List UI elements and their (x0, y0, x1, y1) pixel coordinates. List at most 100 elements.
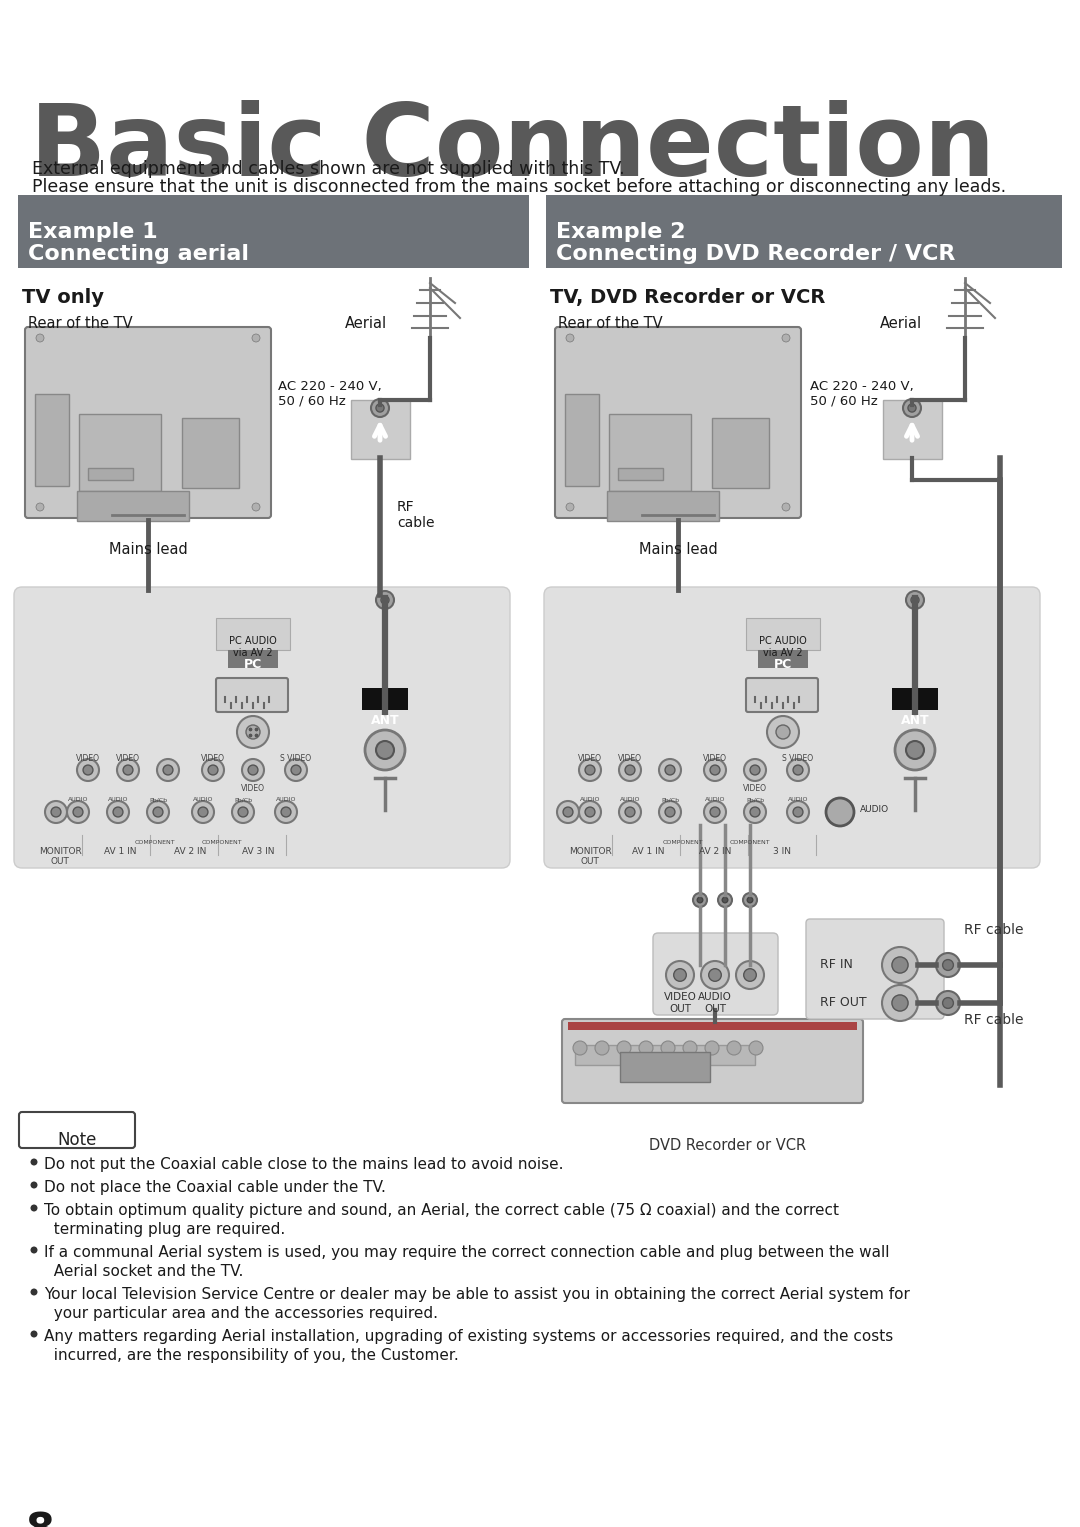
Circle shape (777, 725, 789, 739)
Text: Example 1: Example 1 (28, 221, 158, 241)
FancyBboxPatch shape (618, 467, 663, 479)
Circle shape (153, 808, 163, 817)
Text: VIDEO: VIDEO (578, 754, 602, 764)
Circle shape (281, 808, 291, 817)
Text: AV 1 IN: AV 1 IN (632, 847, 664, 857)
Circle shape (30, 1182, 38, 1188)
Circle shape (625, 808, 635, 817)
Text: PC AUDIO
via AV 2: PC AUDIO via AV 2 (759, 637, 807, 658)
Text: Aerial: Aerial (880, 316, 922, 331)
Circle shape (113, 808, 123, 817)
Circle shape (30, 1330, 38, 1338)
Circle shape (246, 725, 260, 739)
Bar (362, 689, 408, 710)
Text: Connecting aerial: Connecting aerial (28, 244, 249, 264)
Circle shape (910, 596, 919, 605)
FancyBboxPatch shape (79, 414, 161, 492)
Circle shape (826, 799, 854, 826)
Text: MONITOR
OUT: MONITOR OUT (569, 847, 611, 866)
Circle shape (123, 765, 133, 774)
Circle shape (744, 759, 766, 780)
Circle shape (787, 802, 809, 823)
Text: VIDEO: VIDEO (241, 783, 265, 793)
Circle shape (665, 808, 675, 817)
Circle shape (727, 1041, 741, 1055)
FancyBboxPatch shape (607, 492, 719, 521)
Circle shape (718, 893, 732, 907)
Text: Basic Connection: Basic Connection (30, 99, 995, 197)
Circle shape (619, 802, 642, 823)
Text: Pb/Cb: Pb/Cb (746, 797, 764, 802)
Circle shape (787, 759, 809, 780)
Circle shape (710, 808, 720, 817)
Text: COMPONENT: COMPONENT (202, 840, 242, 844)
Text: AUDIO: AUDIO (787, 797, 808, 802)
Circle shape (782, 334, 789, 342)
FancyBboxPatch shape (546, 195, 1062, 269)
Circle shape (579, 759, 600, 780)
Text: AUDIO: AUDIO (108, 797, 129, 802)
Circle shape (208, 765, 218, 774)
FancyBboxPatch shape (609, 414, 691, 492)
Circle shape (252, 334, 260, 342)
FancyBboxPatch shape (555, 327, 801, 518)
Circle shape (30, 1246, 38, 1254)
Circle shape (238, 808, 248, 817)
Circle shape (701, 960, 729, 989)
FancyBboxPatch shape (35, 394, 69, 486)
FancyBboxPatch shape (19, 1112, 135, 1148)
FancyBboxPatch shape (806, 919, 944, 1019)
FancyBboxPatch shape (712, 418, 769, 489)
Circle shape (767, 716, 799, 748)
Circle shape (376, 405, 384, 412)
Circle shape (579, 802, 600, 823)
FancyBboxPatch shape (883, 400, 942, 460)
Circle shape (750, 1041, 762, 1055)
Text: Pb/Cb: Pb/Cb (149, 797, 167, 802)
FancyBboxPatch shape (746, 618, 820, 651)
Circle shape (908, 405, 916, 412)
Bar (575, 1044, 755, 1064)
Text: AV 1 IN: AV 1 IN (104, 847, 136, 857)
Text: Aerial: Aerial (345, 316, 387, 331)
Circle shape (723, 898, 728, 902)
Bar (892, 689, 939, 710)
Circle shape (163, 765, 173, 774)
Text: AUDIO: AUDIO (192, 797, 213, 802)
Text: COMPONENT: COMPONENT (663, 840, 703, 844)
Circle shape (693, 893, 707, 907)
Circle shape (563, 808, 573, 817)
Text: PC AUDIO
via AV 2: PC AUDIO via AV 2 (229, 637, 276, 658)
Circle shape (376, 741, 394, 759)
Circle shape (147, 802, 168, 823)
FancyBboxPatch shape (562, 1019, 863, 1102)
Circle shape (674, 968, 686, 982)
Circle shape (710, 765, 720, 774)
Circle shape (639, 1041, 653, 1055)
Text: Rear of the TV: Rear of the TV (558, 316, 663, 331)
Text: S VIDEO: S VIDEO (281, 754, 311, 764)
Text: VIDEO: VIDEO (76, 754, 100, 764)
Circle shape (750, 765, 760, 774)
FancyBboxPatch shape (216, 678, 288, 712)
Text: Pb/Cb: Pb/Cb (234, 797, 252, 802)
Circle shape (892, 957, 908, 973)
Circle shape (943, 997, 954, 1008)
Bar (620, 1052, 710, 1083)
Circle shape (705, 1041, 719, 1055)
Text: RF OUT: RF OUT (820, 997, 866, 1009)
Circle shape (36, 334, 44, 342)
Text: VIDEO: VIDEO (703, 754, 727, 764)
Circle shape (242, 759, 264, 780)
FancyBboxPatch shape (351, 400, 410, 460)
Circle shape (882, 985, 918, 1022)
Text: VIDEO: VIDEO (743, 783, 767, 793)
FancyBboxPatch shape (565, 394, 599, 486)
FancyBboxPatch shape (746, 678, 818, 712)
Text: 8: 8 (25, 1510, 54, 1527)
Text: MONITOR
OUT: MONITOR OUT (39, 847, 81, 866)
FancyBboxPatch shape (14, 586, 510, 867)
Circle shape (73, 808, 83, 817)
Circle shape (376, 594, 384, 602)
Circle shape (892, 996, 908, 1011)
